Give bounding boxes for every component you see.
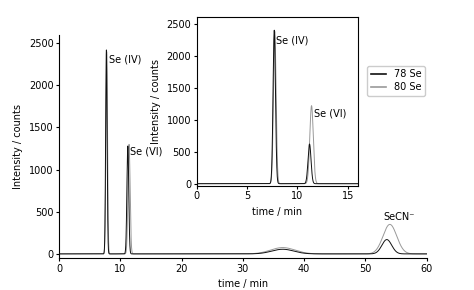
Text: Se (IV): Se (IV) bbox=[276, 35, 309, 45]
Y-axis label: Intensity / counts: Intensity / counts bbox=[13, 104, 23, 189]
Text: Se (VI): Se (VI) bbox=[130, 147, 163, 157]
Legend: 78 Se, 80 Se: 78 Se, 80 Se bbox=[367, 66, 425, 96]
X-axis label: time / min: time / min bbox=[218, 279, 268, 289]
X-axis label: time / min: time / min bbox=[252, 207, 302, 217]
Y-axis label: Intensity / counts: Intensity / counts bbox=[151, 59, 161, 144]
Text: Se (IV): Se (IV) bbox=[109, 54, 141, 64]
Text: SeCN⁻: SeCN⁻ bbox=[384, 212, 415, 222]
Text: Se (VI): Se (VI) bbox=[313, 109, 346, 119]
